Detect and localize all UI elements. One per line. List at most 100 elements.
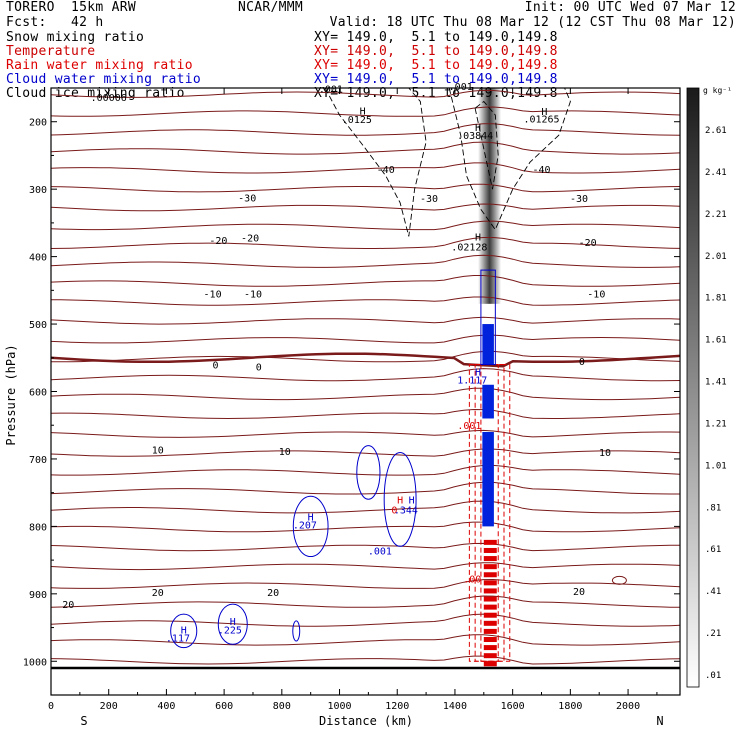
isotherm bbox=[51, 368, 680, 382]
north-label: N bbox=[656, 714, 663, 728]
temperature-contour-label: 20 bbox=[152, 588, 164, 599]
rain-water-core bbox=[483, 564, 497, 570]
rain-water-core bbox=[483, 636, 497, 642]
maximum-label: .001 bbox=[319, 85, 343, 96]
field-snow-name: Snow mixing ratio bbox=[6, 30, 145, 45]
maximum-label: H bbox=[397, 495, 403, 506]
cloud-water-contour bbox=[480, 269, 496, 366]
x-tick-label: 1000 bbox=[327, 701, 351, 712]
cloud-ice-contour bbox=[474, 100, 499, 190]
init-time: Init: 00 UTC Wed 07 Mar 12 bbox=[524, 0, 736, 15]
maximum-label: H bbox=[308, 512, 314, 523]
isotherm bbox=[51, 387, 680, 401]
maximum-label: H bbox=[475, 123, 481, 134]
maximum-label: H bbox=[409, 495, 415, 506]
organization-label: NCAR/MMM bbox=[238, 0, 304, 15]
isotherm bbox=[51, 578, 680, 589]
colorbar-label: .21 bbox=[705, 629, 721, 639]
isotherm bbox=[51, 316, 680, 325]
temperature-contour-label: 0 bbox=[579, 357, 585, 368]
cloud-ice-contour bbox=[448, 88, 571, 231]
isotherm bbox=[51, 429, 680, 438]
isotherm bbox=[51, 275, 680, 287]
rain-water-core bbox=[483, 628, 497, 634]
temperature-contour-label: 20 bbox=[62, 600, 74, 611]
colorbar-label: 2.41 bbox=[705, 168, 727, 178]
x-tick-label: 400 bbox=[157, 701, 175, 712]
axes: 0 200 400 600 800 1000 1200 1400 1600 1800 2000200… bbox=[23, 87, 680, 712]
colorbar-label: 1.01 bbox=[705, 461, 727, 471]
freezing-level bbox=[51, 352, 680, 368]
rain-water-core bbox=[483, 604, 497, 610]
cloud-water-core bbox=[482, 384, 494, 419]
isotherm bbox=[51, 481, 680, 495]
isotherm bbox=[51, 254, 680, 268]
temperature-contour-label: 0 bbox=[256, 363, 262, 374]
field-rain-name: Rain water mixing ratio bbox=[6, 58, 193, 73]
y-tick-label: 900 bbox=[29, 590, 47, 601]
maximum-label: .225 bbox=[218, 626, 242, 637]
rain-water-core bbox=[483, 596, 497, 602]
colorbar-label: 1.81 bbox=[705, 294, 727, 304]
maximum-label: .207 bbox=[293, 520, 317, 531]
forecast-hour: Fcst: 42 h bbox=[6, 15, 104, 30]
cloud-water-core bbox=[482, 431, 494, 527]
field-cloudwater-name: Cloud water mixing ratio bbox=[6, 72, 202, 87]
temperature-contour-label: -10 bbox=[204, 290, 222, 301]
x-tick-label: 200 bbox=[100, 701, 118, 712]
x-axis-title: Distance (km) bbox=[319, 714, 413, 728]
colorbar-labels: .01 .21 .41 .61 .81 1.01 1.21 1.41 1.61 1.81 2.01 2… bbox=[705, 126, 727, 681]
cloud-water-contour bbox=[356, 445, 381, 500]
maximum-label: .00 bbox=[463, 574, 481, 585]
field-temperature-name: Temperature bbox=[6, 44, 96, 59]
maximum-label: H bbox=[230, 617, 236, 628]
x-tick-label: 0 bbox=[48, 701, 54, 712]
isotherm-loop bbox=[611, 575, 627, 585]
isotherm bbox=[51, 334, 680, 344]
isotherm bbox=[51, 203, 680, 212]
y-tick-label: 700 bbox=[29, 455, 47, 466]
y-tick-label: 800 bbox=[29, 522, 47, 533]
temperature-contour-label: -40 bbox=[532, 165, 550, 176]
field-rain-xy: XY= 149.0, 5.1 to 149.0,149.8 bbox=[314, 58, 558, 73]
maximum-label: .117 bbox=[166, 634, 190, 645]
snow-shading-column bbox=[478, 88, 502, 304]
temperature-contour-label: 0 bbox=[212, 361, 218, 372]
colorbar-label: 1.61 bbox=[705, 336, 727, 346]
valid-time: Valid: 18 UTC Thu 08 Mar 12 (12 CST Thu … bbox=[329, 15, 736, 30]
isotherm bbox=[51, 448, 680, 457]
isotherm bbox=[51, 562, 680, 571]
x-tick-label: 1200 bbox=[385, 701, 409, 712]
maximum-label: 1.117 bbox=[457, 375, 487, 386]
maximum-label: 0 bbox=[391, 506, 397, 517]
rain-water-core bbox=[483, 661, 497, 667]
cloud-water-core bbox=[482, 324, 494, 365]
maximum-label: .03844 bbox=[457, 131, 493, 142]
temperature-contour-label: 10 bbox=[152, 446, 164, 457]
colorbar-unit: g kg⁻¹ bbox=[703, 86, 732, 95]
colorbar-label: 2.61 bbox=[705, 126, 727, 136]
isotherm bbox=[51, 123, 680, 136]
isotherm bbox=[51, 106, 680, 117]
colorbar-label: .01 bbox=[705, 671, 721, 681]
model-title: TORERO 15km ARW bbox=[6, 0, 137, 15]
field-snow-xy: XY= 149.0, 5.1 to 149.0,149.8 bbox=[314, 30, 558, 45]
isotherm bbox=[51, 89, 680, 98]
field-cloudwater-xy: XY= 149.0, 5.1 to 149.0,149.8 bbox=[314, 72, 558, 87]
cloud-water-contour bbox=[383, 452, 417, 547]
maximum-label: H bbox=[475, 232, 481, 243]
temperature-contour-label: -30 bbox=[238, 193, 256, 204]
temperature-contour-label: -20 bbox=[579, 238, 597, 249]
colorbar-label: 2.21 bbox=[705, 210, 727, 220]
rain-water-core bbox=[483, 556, 497, 562]
maximum-label: H bbox=[475, 367, 481, 378]
y-tick-label: 200 bbox=[29, 118, 47, 129]
temperature-contour-label: -10 bbox=[244, 290, 262, 301]
isotherm bbox=[51, 141, 680, 155]
temperature-contour-label: 10 bbox=[279, 447, 291, 458]
isotherm bbox=[51, 613, 680, 627]
x-tick-label: 1800 bbox=[558, 701, 582, 712]
cloud-water-contours bbox=[170, 269, 496, 649]
temperature-contour-label: 20 bbox=[267, 588, 279, 599]
maximum-label: .02128 bbox=[451, 242, 487, 253]
